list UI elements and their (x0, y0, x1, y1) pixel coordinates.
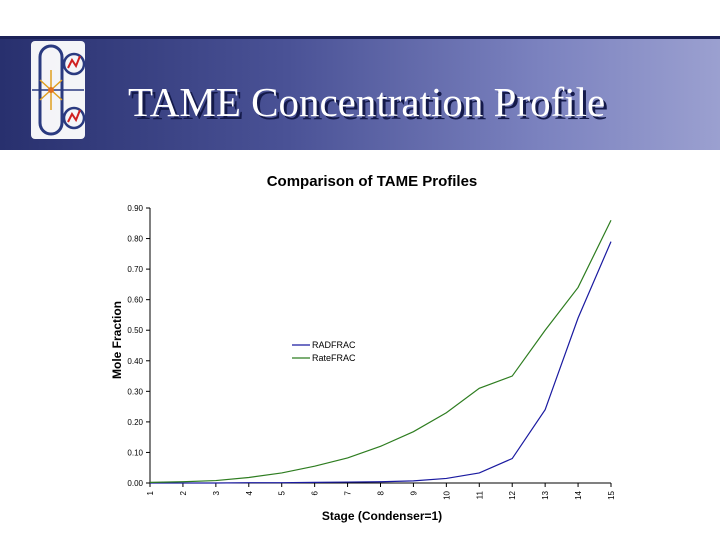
x-tick-label: 5 (278, 490, 287, 495)
x-tick-label: 10 (442, 490, 451, 499)
x-axis-label: Stage (Condenser=1) (322, 509, 442, 523)
y-tick-label: 0.10 (127, 448, 143, 457)
title-banner (0, 36, 720, 150)
x-tick-label: 12 (508, 490, 517, 499)
y-tick-label: 0.30 (127, 387, 143, 396)
x-tick-label: 14 (574, 490, 583, 499)
x-tick-label: 8 (377, 490, 386, 495)
tame-profile-chart: Comparison of TAME Profiles 0.00 0.10 0.20… (110, 173, 616, 523)
y-tick-label: 0.70 (127, 265, 143, 274)
legend-label: RADFRAC (312, 340, 356, 350)
series-line-radfrac (150, 241, 612, 484)
x-tick-label: 9 (409, 490, 418, 495)
x-tick-label: 2 (179, 490, 188, 495)
x-tick-label: 11 (475, 490, 484, 499)
y-tick-label: 0.80 (127, 235, 143, 244)
y-tick-label: 0.20 (127, 418, 143, 427)
x-tick-label: 15 (607, 490, 616, 499)
x-tick-label: 3 (212, 490, 221, 495)
y-tick-label: 0.40 (127, 357, 143, 366)
x-tick-label: 7 (344, 490, 353, 495)
y-axis-ticks: 0.00 0.10 0.20 0.30 0.40 0.50 0.60 0.70 0.80 0.90 (127, 204, 150, 488)
y-tick-label: 0.90 (127, 204, 143, 213)
y-tick-label: 0.50 (127, 326, 143, 335)
series-lines (149, 219, 612, 484)
y-tick-label: 0.60 (127, 296, 143, 305)
chart-legend: RADFRAC RateFRAC (292, 340, 356, 363)
x-tick-label: 1 (146, 490, 155, 495)
chart-title: Comparison of TAME Profiles (267, 173, 478, 190)
series-line-ratefrac (149, 219, 612, 483)
x-axis-ticks: 1 2 3 4 5 6 7 8 9 10 11 12 13 14 15 (146, 483, 616, 500)
legend-label: RateFRAC (312, 353, 356, 363)
y-axis-label: Mole Fraction (110, 301, 124, 379)
x-tick-label: 6 (311, 490, 320, 495)
x-tick-label: 13 (541, 490, 550, 499)
y-tick-label: 0.00 (127, 479, 143, 488)
slide-title: TAME Concentration Profile (128, 79, 606, 125)
x-tick-label: 4 (245, 490, 254, 495)
top-strip (0, 0, 720, 36)
distillation-column-logo-icon (31, 41, 86, 139)
